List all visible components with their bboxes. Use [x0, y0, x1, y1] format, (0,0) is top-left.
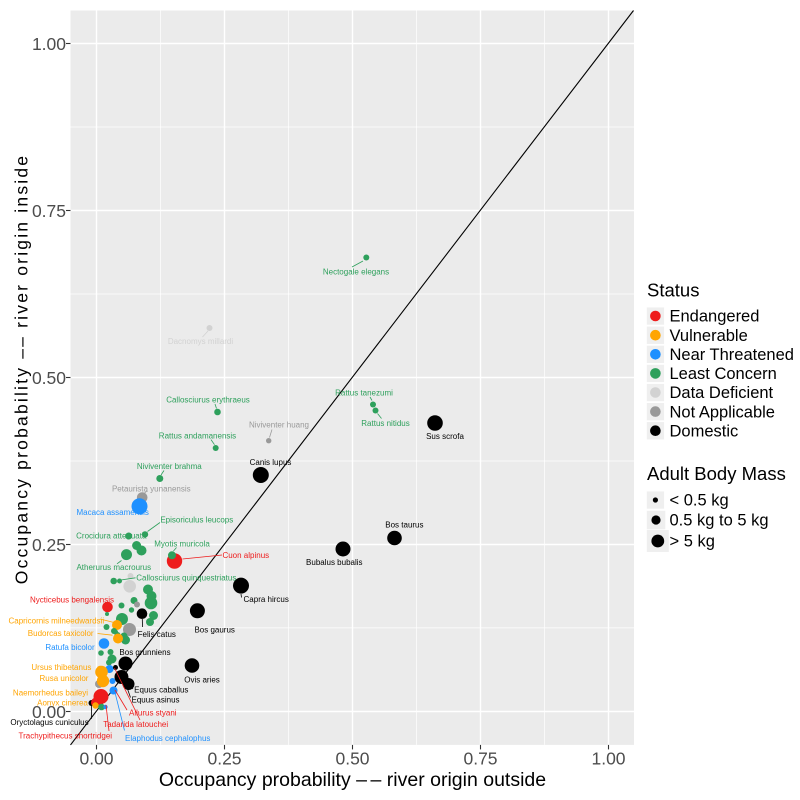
svg-text:Status: Status — [647, 280, 699, 301]
svg-text:Rattus andamanensis: Rattus andamanensis — [159, 432, 236, 441]
svg-text:Elaphodus cephalophus: Elaphodus cephalophus — [125, 734, 210, 743]
svg-text:0.75: 0.75 — [32, 201, 66, 221]
svg-text:Capra hircus: Capra hircus — [244, 595, 289, 604]
svg-text:> 5 kg: > 5 kg — [670, 533, 715, 551]
svg-text:Callosciurus erythraeus: Callosciurus erythraeus — [166, 395, 250, 404]
svg-text:Naemorhedus baileyi: Naemorhedus baileyi — [13, 688, 88, 697]
svg-text:Trachypithecus shortridgei: Trachypithecus shortridgei — [19, 731, 113, 740]
svg-text:Adult Body Mass: Adult Body Mass — [647, 463, 786, 484]
svg-text:Ratufa bicolor: Ratufa bicolor — [45, 643, 95, 652]
svg-text:Budorcas taxicolor: Budorcas taxicolor — [28, 629, 94, 638]
svg-text:0.50: 0.50 — [32, 368, 66, 388]
svg-text:Nectogale elegans: Nectogale elegans — [323, 267, 389, 276]
svg-text:1.00: 1.00 — [591, 748, 625, 768]
svg-text:Not Applicable: Not Applicable — [670, 403, 776, 421]
svg-text:Ursus thibetanus: Ursus thibetanus — [31, 663, 91, 672]
svg-text:Petaurista yunanensis: Petaurista yunanensis — [112, 485, 191, 494]
svg-text:Canis lupus: Canis lupus — [250, 458, 292, 467]
svg-text:Myotis muricola: Myotis muricola — [154, 540, 210, 549]
svg-text:Sus scrofa: Sus scrofa — [426, 432, 464, 441]
svg-text:Atherurus macrourus: Atherurus macrourus — [76, 563, 151, 572]
svg-text:Bos taurus: Bos taurus — [385, 520, 423, 529]
svg-text:0.50: 0.50 — [335, 748, 369, 768]
svg-text:Tadarida latouchei: Tadarida latouchei — [103, 720, 168, 729]
svg-text:Rattus nitidus: Rattus nitidus — [361, 419, 409, 428]
svg-text:Niviventer brahma: Niviventer brahma — [137, 462, 202, 471]
svg-text:Data Deficient: Data Deficient — [670, 384, 774, 402]
svg-text:Rattus tanezumi: Rattus tanezumi — [335, 388, 393, 397]
svg-text:Oryctolagus cuniculus: Oryctolagus cuniculus — [10, 718, 88, 727]
svg-text:Felis catus: Felis catus — [138, 630, 176, 639]
svg-text:Bubalus bubalis: Bubalus bubalis — [306, 558, 362, 567]
svg-text:Cuon alpinus: Cuon alpinus — [222, 551, 269, 560]
svg-text:Occupancy probability –– river: Occupancy probability – – river origin ou… — [159, 769, 546, 791]
svg-text:Equus asinus: Equus asinus — [131, 695, 179, 704]
svg-text:Aonyx cinerea: Aonyx cinerea — [37, 699, 88, 708]
svg-text:Capricornis milneedwardsii: Capricornis milneedwardsii — [9, 617, 105, 626]
svg-text:Ailurus styani: Ailurus styani — [129, 709, 177, 718]
svg-text:0.5 kg to 5 kg: 0.5 kg to 5 kg — [670, 512, 769, 530]
svg-text:0.00: 0.00 — [79, 748, 113, 768]
svg-text:0.00: 0.00 — [32, 702, 66, 722]
svg-text:Callosciurus quinquestriatus: Callosciurus quinquestriatus — [136, 573, 236, 582]
svg-text:0.75: 0.75 — [463, 748, 497, 768]
svg-text:Crocidura attenuata: Crocidura attenuata — [76, 531, 147, 540]
svg-text:Rusa unicolor: Rusa unicolor — [40, 674, 89, 683]
svg-text:Niviventer huang: Niviventer huang — [249, 420, 309, 429]
svg-text:Ovis aries: Ovis aries — [184, 675, 220, 684]
svg-text:0.25: 0.25 — [32, 535, 66, 555]
svg-text:1.00: 1.00 — [32, 34, 66, 54]
svg-text:Vulnerable: Vulnerable — [670, 327, 748, 345]
svg-text:Macaca assamensis: Macaca assamensis — [76, 508, 148, 517]
svg-text:Occupancy probability –– river: Occupancy probability –– river origin in… — [12, 154, 32, 584]
svg-text:< 0.5 kg: < 0.5 kg — [670, 492, 729, 510]
svg-text:Endangered: Endangered — [670, 308, 760, 326]
svg-text:Nycticebus bengalensis: Nycticebus bengalensis — [30, 595, 114, 604]
svg-text:Equus caballus: Equus caballus — [134, 686, 188, 695]
svg-text:Bos gaurus: Bos gaurus — [194, 625, 234, 634]
svg-text:Least Concern: Least Concern — [670, 365, 777, 383]
svg-text:Near Threatened: Near Threatened — [670, 346, 794, 364]
svg-text:Domestic: Domestic — [670, 422, 739, 440]
svg-text:Episoriculus leucops: Episoriculus leucops — [160, 515, 233, 524]
svg-text:0.25: 0.25 — [207, 748, 241, 768]
svg-text:Dacnomys millardi: Dacnomys millardi — [168, 337, 234, 346]
svg-text:Bos grunniens: Bos grunniens — [119, 648, 170, 657]
